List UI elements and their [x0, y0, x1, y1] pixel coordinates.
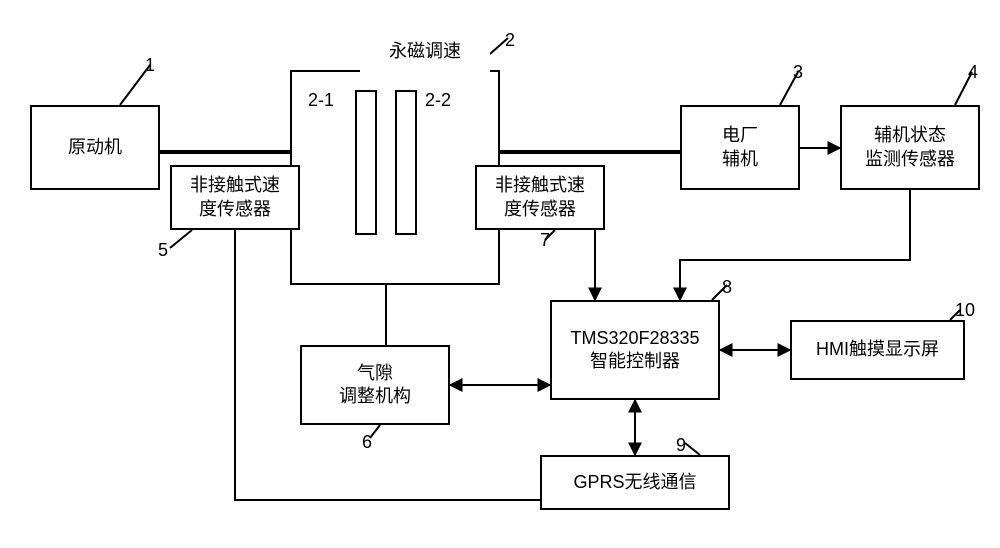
edge-layer	[0, 0, 1000, 548]
node-label: HMI触摸显示屏	[816, 338, 939, 361]
node-n2_1	[355, 90, 377, 235]
node-label: 非接触式速 度传感器	[495, 174, 585, 221]
callout-l6: 6	[362, 432, 372, 453]
node-n6: 气隙 调整机构	[300, 345, 450, 425]
node-n5: 非接触式速 度传感器	[170, 165, 300, 230]
callout-l1: 1	[145, 55, 155, 76]
node-n7: 非接触式速 度传感器	[475, 165, 605, 230]
node-label: TMS320F28335 智能控制器	[570, 327, 699, 374]
node-n8: TMS320F28335 智能控制器	[550, 300, 720, 400]
callout-l3: 3	[793, 62, 803, 83]
callout-l2: 2	[505, 30, 515, 51]
node-n2_title: 永磁调速	[360, 32, 490, 72]
node-label: GPRS无线通信	[573, 471, 696, 494]
node-label: 原动机	[68, 136, 122, 159]
node-label: 非接触式速 度传感器	[190, 174, 280, 221]
node-n3: 电厂 辅机	[680, 105, 800, 190]
node-label: 辅机状态 监测传感器	[865, 124, 955, 171]
callout-l8: 8	[722, 277, 732, 298]
node-n1: 原动机	[30, 105, 160, 190]
node-label: 电厂 辅机	[722, 124, 758, 171]
diagram-container: { "type": "block-diagram", "canvas": { "…	[0, 0, 1000, 548]
callout-l4: 4	[968, 62, 978, 83]
callout-l5: 5	[158, 240, 168, 261]
callout-l22: 2-2	[425, 90, 451, 111]
node-n4: 辅机状态 监测传感器	[840, 105, 980, 190]
node-label: 气隙 调整机构	[339, 362, 411, 409]
node-label: 永磁调速	[389, 40, 461, 63]
callout-l7: 7	[540, 230, 550, 251]
callout-l10: 10	[955, 300, 975, 321]
node-n10: HMI触摸显示屏	[790, 320, 965, 380]
node-n2_2	[395, 90, 417, 235]
callout-l9: 9	[676, 435, 686, 456]
node-n9: GPRS无线通信	[540, 455, 730, 510]
callout-l21: 2-1	[308, 90, 334, 111]
